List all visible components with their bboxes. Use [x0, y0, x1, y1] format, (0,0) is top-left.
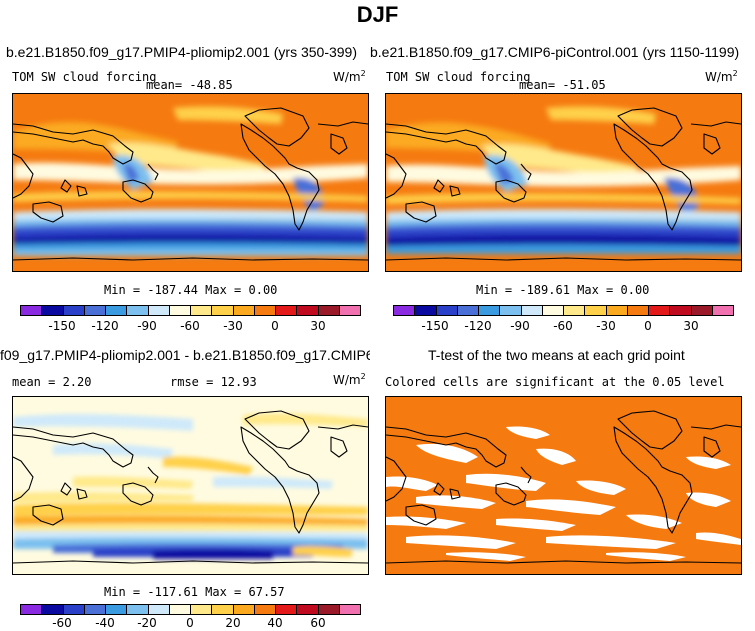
colorbar-bin: [415, 306, 437, 315]
colorbar-tick: -120: [464, 319, 492, 333]
panel2-colorbar: [393, 305, 734, 316]
colorbar-bin: [212, 605, 234, 614]
colorbar-bin: [127, 306, 149, 315]
panel1-variable: TOM SW cloud forcing: [12, 70, 157, 84]
colorbar-bin: [42, 605, 64, 614]
panel3-minmax: Min = -117.61 Max = 67.57: [104, 585, 285, 599]
colorbar-tick: -20: [137, 616, 157, 630]
colorbar-bin: [84, 605, 106, 614]
colorbar-tick: -30: [223, 319, 243, 333]
colorbar-bin: [127, 605, 149, 614]
colorbar-bin: [276, 605, 298, 614]
colorbar-tick: 40: [267, 616, 283, 630]
colorbar-bin: [564, 306, 586, 315]
panel3-title: f09_g17.PMIP4-pliomip2.001 - b.e21.B1850…: [0, 347, 370, 363]
panel3-mean: mean = 2.20: [12, 375, 92, 389]
panel2-variable: TOM SW cloud forcing: [386, 70, 531, 84]
panel3-units: W/m2: [333, 372, 366, 387]
colorbar-tick: 0: [271, 319, 279, 333]
panel4-subtitle: Colored cells are significant at the 0.0…: [385, 375, 725, 389]
panel1-colorbar: [20, 305, 361, 316]
colorbar-tick: -40: [95, 616, 115, 630]
figure-title: DJF: [356, 2, 399, 27]
panel4-map: [385, 396, 742, 575]
colorbar-bin: [63, 605, 85, 614]
colorbar-bin: [254, 306, 276, 315]
colorbar-tick: 0: [644, 319, 652, 333]
colorbar-bin: [233, 306, 255, 315]
panel2-mean: mean= -51.05: [519, 78, 606, 92]
colorbar-bin: [542, 306, 564, 315]
panel2-minmax: Min = -189.61 Max = 0.00: [476, 283, 650, 297]
colorbar-tick: 60: [310, 616, 326, 630]
colorbar-bin: [21, 605, 43, 614]
colorbar-tick: -30: [596, 319, 616, 333]
colorbar-bin: [500, 306, 522, 315]
colorbar-bin: [479, 306, 501, 315]
colorbar-bin: [627, 306, 649, 315]
colorbar-bin: [21, 306, 43, 315]
colorbar-bin: [63, 306, 85, 315]
colorbar-bin: [106, 306, 128, 315]
panel1-minmax: Min = -187.44 Max = 0.00: [104, 283, 278, 297]
colorbar-bin: [318, 605, 340, 614]
colorbar-bin: [191, 605, 213, 614]
colorbar-tick: -60: [52, 616, 72, 630]
colorbar-tick: 0: [186, 616, 194, 630]
colorbar-bin: [712, 306, 733, 315]
colorbar-tick: -150: [48, 319, 76, 333]
colorbar-bin: [585, 306, 607, 315]
colorbar-bin: [691, 306, 713, 315]
panel3-map: [12, 396, 369, 575]
colorbar-tick: 30: [310, 319, 326, 333]
panel2-title: b.e21.B1850.f09_g17.CMIP6-piControl.001 …: [370, 44, 740, 60]
colorbar-bin: [169, 306, 191, 315]
colorbar-bin: [84, 306, 106, 315]
colorbar-tick: -120: [91, 319, 119, 333]
panel1-title: b.e21.B1850.f09_g17.PMIP4-pliomip2.001 (…: [6, 44, 357, 60]
colorbar-bin: [148, 306, 170, 315]
panel4-title: T-test of the two means at each grid poi…: [428, 347, 685, 363]
colorbar-bin: [649, 306, 671, 315]
colorbar-bin: [148, 605, 170, 614]
colorbar-tick: -90: [510, 319, 530, 333]
colorbar-bin: [233, 605, 255, 614]
panel1-mean: mean= -48.85: [146, 78, 233, 92]
colorbar-bin: [276, 306, 298, 315]
colorbar-bin: [297, 605, 319, 614]
colorbar-bin: [191, 306, 213, 315]
panel3-rmse: rmse = 12.93: [170, 375, 257, 389]
colorbar-bin: [42, 306, 64, 315]
colorbar-bin: [212, 306, 234, 315]
colorbar-bin: [339, 306, 360, 315]
colorbar-tick: 30: [683, 319, 699, 333]
colorbar-bin: [606, 306, 628, 315]
colorbar-tick: -60: [180, 319, 200, 333]
colorbar-bin: [169, 605, 191, 614]
panel2-map: [385, 93, 742, 272]
colorbar-bin: [339, 605, 360, 614]
panel2-units: W/m2: [705, 69, 738, 84]
colorbar-bin: [521, 306, 543, 315]
colorbar-bin: [254, 605, 276, 614]
panel1-units: W/m2: [333, 69, 366, 84]
colorbar-tick: 20: [225, 616, 241, 630]
colorbar-bin: [670, 306, 692, 315]
colorbar-tick: -150: [421, 319, 449, 333]
colorbar-bin: [457, 306, 479, 315]
colorbar-bin: [297, 306, 319, 315]
colorbar-tick: -90: [137, 319, 157, 333]
colorbar-bin: [436, 306, 458, 315]
colorbar-bin: [106, 605, 128, 614]
colorbar-bin: [318, 306, 340, 315]
colorbar-bin: [394, 306, 416, 315]
panel3-colorbar: [20, 604, 361, 615]
colorbar-tick: -60: [553, 319, 573, 333]
panel1-map: [12, 93, 369, 272]
